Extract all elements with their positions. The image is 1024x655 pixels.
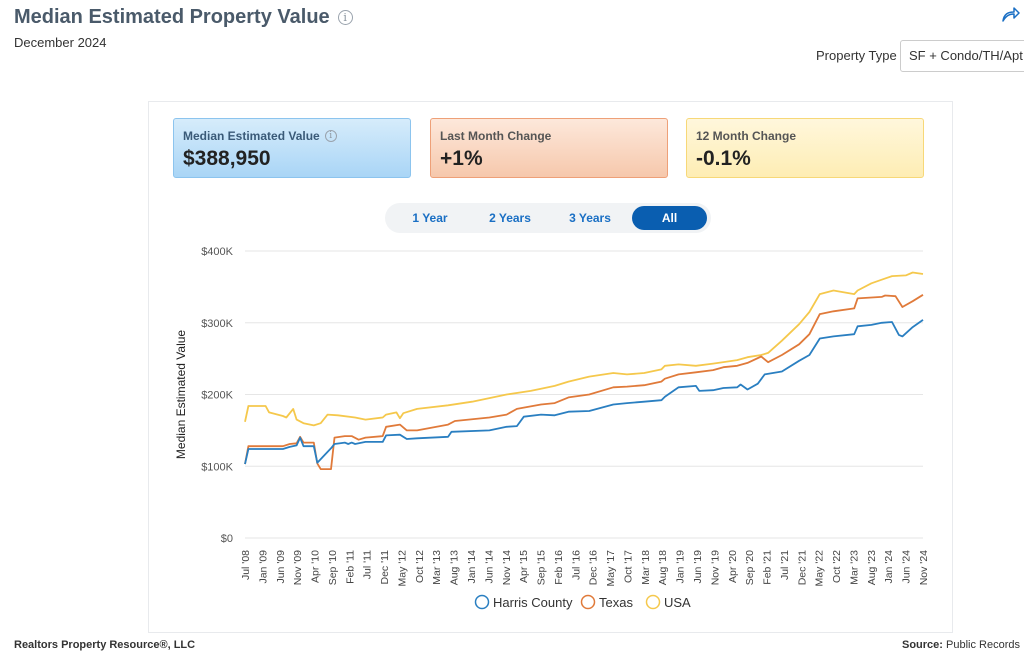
- legend-harris-county: Harris County: [493, 595, 573, 610]
- footer-source: Source: Public Records: [902, 639, 1020, 651]
- x-tick-label: Jan '24: [883, 550, 895, 584]
- x-tick-label: Apr '15: [518, 550, 530, 583]
- x-tick-label: Nov '24: [918, 550, 930, 585]
- property-type-label: Property Type: [816, 48, 897, 63]
- x-tick-label: Sep '15: [536, 550, 548, 585]
- x-tick-label: Dec '16: [588, 550, 600, 585]
- y-tick-label: $300K: [201, 318, 233, 330]
- x-tick-label: Feb '21: [762, 550, 774, 585]
- last-month-change-card: Last Month Change +1%: [430, 118, 668, 178]
- x-tick-label: May '22: [814, 550, 826, 587]
- page-title-text: Median Estimated Property Value: [14, 6, 330, 28]
- x-tick-label: Oct '22: [831, 550, 843, 583]
- x-tick-label: Jan '09: [257, 550, 269, 584]
- x-tick-label: Jul '11: [362, 550, 374, 579]
- x-tick-label: Jun '09: [275, 550, 287, 584]
- x-tick-label: Aug '18: [657, 550, 669, 585]
- median-value: $388,950: [183, 147, 271, 170]
- y-axis-label: Median Estimated Value: [174, 330, 188, 460]
- page-subtitle: December 2024: [14, 35, 107, 50]
- x-tick-label: Nov '09: [292, 550, 304, 585]
- info-icon[interactable]: i: [337, 10, 353, 25]
- x-tick-label: Jan '14: [466, 550, 478, 584]
- x-tick-label: Oct '12: [414, 550, 426, 583]
- tab-all[interactable]: All: [632, 206, 707, 230]
- x-tick-label: Aug '23: [866, 550, 878, 585]
- legend-texas-marker: [580, 594, 596, 610]
- y-tick-label: $100K: [201, 461, 233, 473]
- x-tick-label: Jun '19: [692, 550, 704, 584]
- x-tick-label: Oct '17: [622, 550, 634, 583]
- chart-panel: Median Estimated Value i $388,950 Last M…: [148, 101, 953, 633]
- tab-2-years[interactable]: 2 Years: [489, 211, 531, 225]
- legend-texas: Texas: [599, 595, 633, 610]
- harris-county-line: [244, 319, 924, 465]
- property-value-chart: $0 $100K $200K $300K $400K Median Estimated V…: [174, 246, 930, 610]
- median-value-label-row: Median Estimated Value i: [183, 129, 401, 143]
- x-tick-label: Nov '19: [709, 550, 721, 585]
- source-label: Source:: [901, 639, 943, 651]
- texas-line: [244, 294, 924, 470]
- x-tick-label: Mar '13: [431, 550, 443, 585]
- x-tick-label: Jun '14: [483, 550, 495, 584]
- x-tick-label: Jul '21: [779, 550, 791, 580]
- y-tick-label: $0: [221, 533, 233, 545]
- x-tick-label: May '12: [396, 550, 408, 587]
- time-range-tabs: 1 Year 2 Years 3 Years All: [385, 203, 711, 233]
- x-tick-label: Jan '19: [675, 550, 687, 584]
- tab-1-year[interactable]: 1 Year: [412, 211, 448, 225]
- x-tick-label: Feb '11: [344, 550, 356, 584]
- x-tick-label: Apr '10: [310, 550, 322, 583]
- info-icon[interactable]: i: [324, 130, 337, 142]
- y-tick-label: $200K: [201, 390, 233, 402]
- last-month-change-label: Last Month Change: [440, 129, 552, 143]
- page-title: Median Estimated Property Value i: [14, 6, 353, 29]
- usa-line: [244, 271, 924, 427]
- x-tick-label: Feb '16: [553, 550, 565, 585]
- footer-attribution: Realtors Property Resource®, LLC: [14, 639, 196, 651]
- median-value-label: Median Estimated Value: [183, 129, 320, 143]
- legend-usa: USA: [664, 595, 691, 610]
- y-tick-label: $400K: [201, 246, 233, 258]
- x-tick-label: Jun '24: [901, 550, 913, 584]
- x-tick-label: Sep '10: [327, 550, 339, 585]
- x-tick-label: Jul '08: [240, 550, 252, 580]
- last-month-change-value: +1%: [440, 147, 483, 170]
- twelve-month-change-card: 12 Month Change -0.1%: [686, 118, 924, 178]
- property-type-select[interactable]: SF + Condo/TH/Apt: [900, 40, 1024, 72]
- share-icon[interactable]: [1002, 6, 1020, 22]
- source-value: Public Records: [946, 639, 1020, 651]
- x-tick-label: May '17: [605, 550, 617, 587]
- legend-usa-marker: [645, 594, 661, 610]
- x-tick-label: Dec '21: [796, 550, 808, 585]
- x-tick-label: Dec '11: [379, 550, 391, 585]
- x-tick-label: Sep '20: [744, 550, 756, 585]
- tab-3-years[interactable]: 3 Years: [569, 211, 611, 225]
- twelve-month-change-label: 12 Month Change: [696, 129, 797, 143]
- x-tick-label: Mar '23: [848, 550, 860, 585]
- x-tick-label: Jul '16: [570, 550, 582, 580]
- x-tick-label: Mar '18: [640, 550, 652, 585]
- x-tick-label: Apr '20: [727, 550, 739, 583]
- twelve-month-change-value: -0.1%: [696, 147, 751, 170]
- x-tick-label: Aug '13: [449, 550, 461, 585]
- x-tick-label: Nov '14: [501, 550, 513, 585]
- legend-harris-county-marker: [474, 594, 490, 610]
- median-value-card: Median Estimated Value i $388,950: [173, 118, 411, 178]
